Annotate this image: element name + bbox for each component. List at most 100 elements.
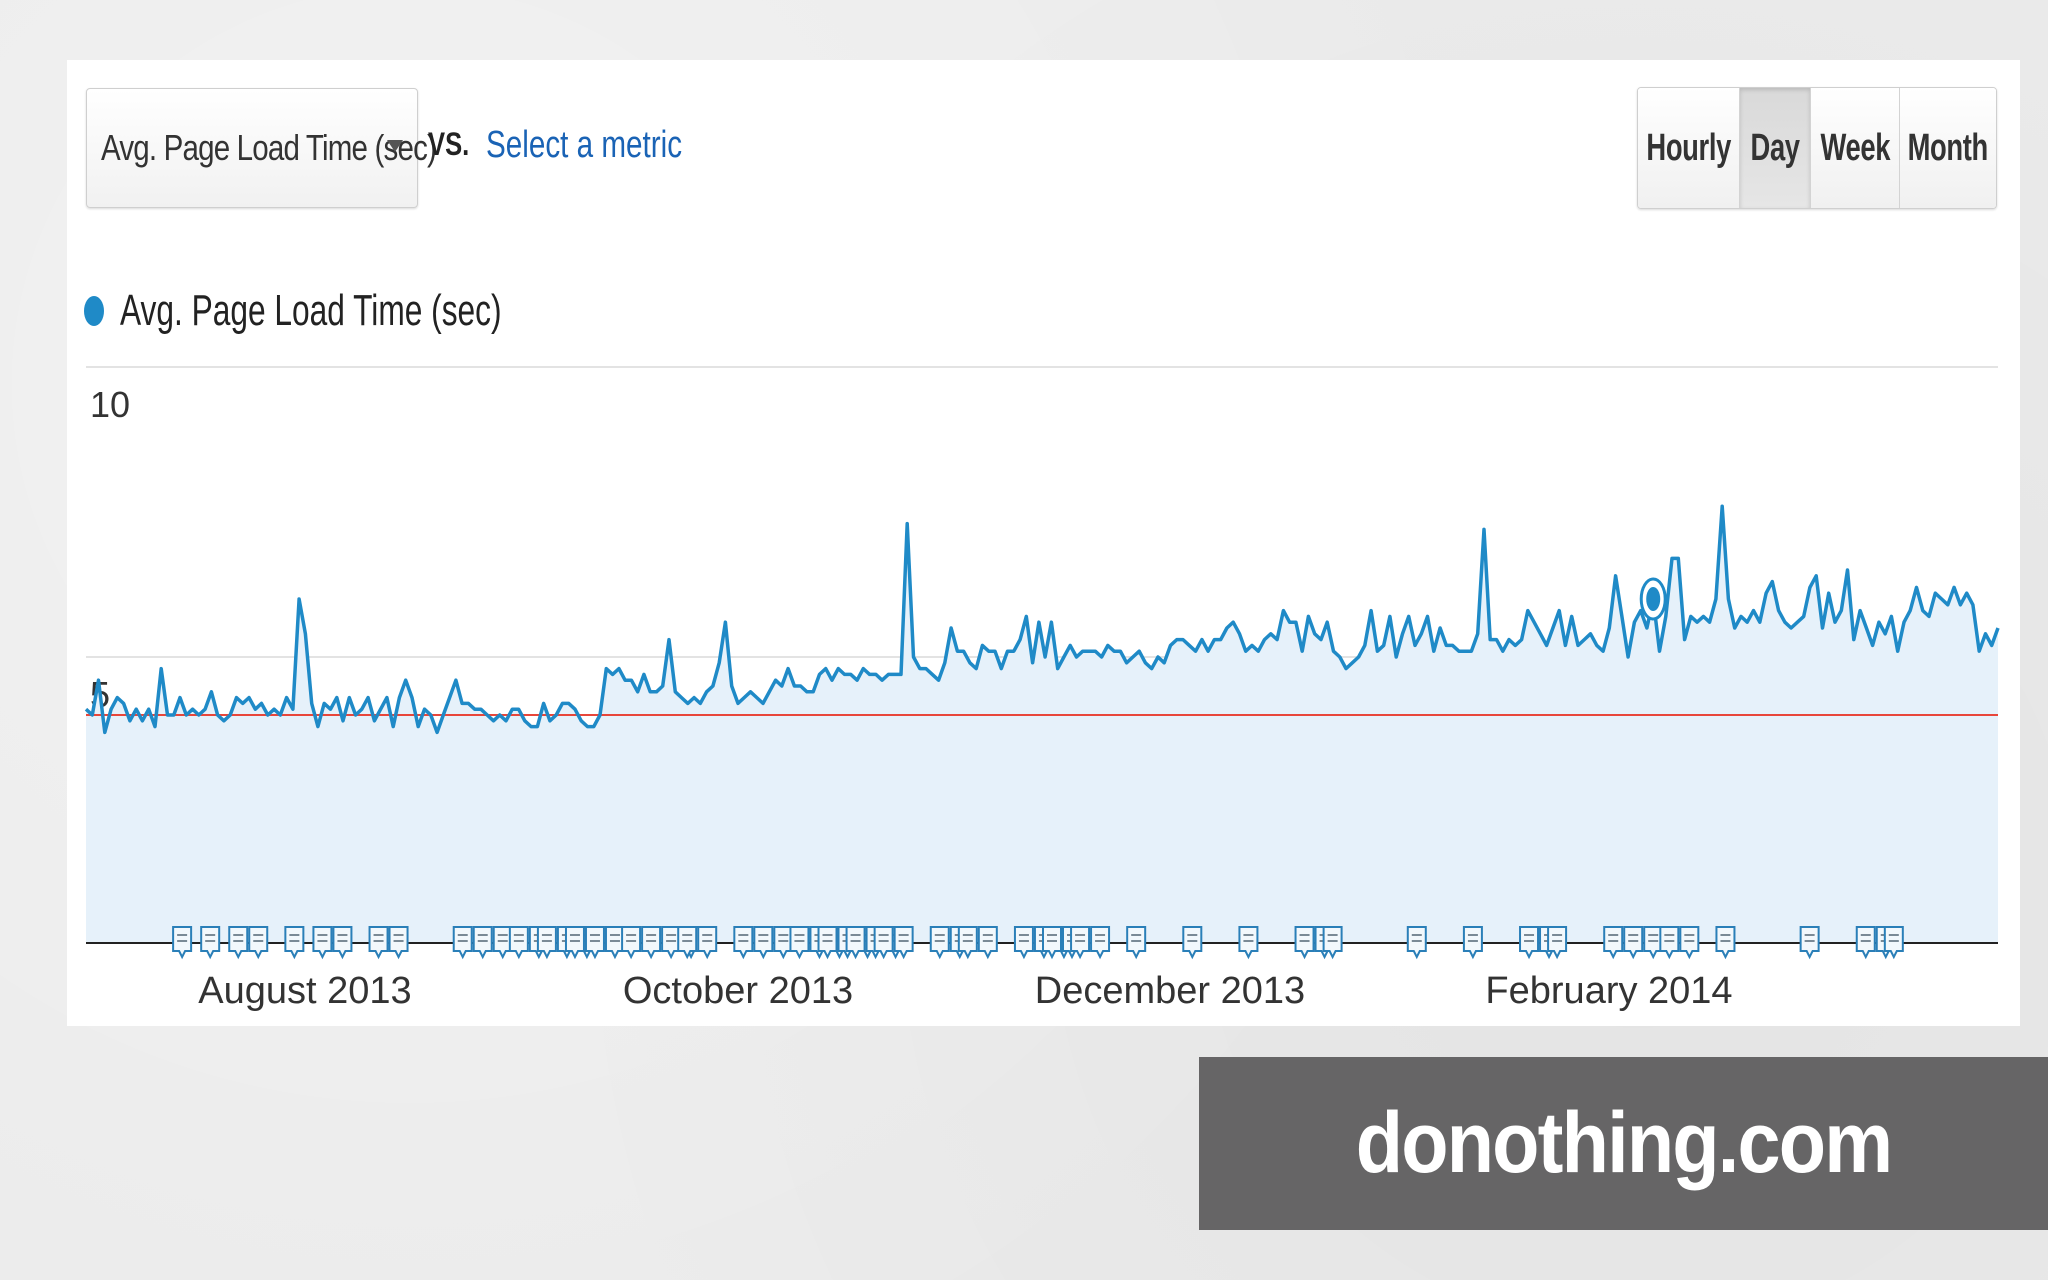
data-point[interactable] <box>1431 648 1437 654</box>
data-point[interactable] <box>1588 631 1594 637</box>
data-point[interactable] <box>1312 631 1318 637</box>
data-point[interactable] <box>1186 642 1192 648</box>
annotation-marker[interactable] <box>733 926 794 960</box>
data-point[interactable] <box>1888 613 1894 619</box>
data-point[interactable] <box>1425 613 1431 619</box>
data-point[interactable] <box>1224 625 1230 631</box>
data-point[interactable] <box>923 666 929 672</box>
annotation-marker[interactable] <box>200 926 221 960</box>
data-point[interactable] <box>1870 642 1876 648</box>
data-point[interactable] <box>1036 619 1042 625</box>
data-point[interactable] <box>1732 625 1738 631</box>
data-point[interactable] <box>541 700 547 706</box>
data-point[interactable] <box>472 706 478 712</box>
data-point[interactable] <box>628 677 634 683</box>
data-point[interactable] <box>1249 642 1255 648</box>
data-point[interactable] <box>1111 648 1117 654</box>
data-point[interactable] <box>396 695 402 701</box>
data-point[interactable] <box>1945 602 1951 608</box>
data-point[interactable] <box>1299 648 1305 654</box>
data-point[interactable] <box>491 718 497 724</box>
annotation-marker[interactable] <box>312 926 353 960</box>
data-point[interactable] <box>478 706 484 712</box>
data-point[interactable] <box>428 712 434 718</box>
data-point[interactable] <box>1230 619 1236 625</box>
data-point[interactable] <box>1663 613 1669 619</box>
data-point[interactable] <box>666 637 672 643</box>
data-point[interactable] <box>1631 619 1637 625</box>
data-point[interactable] <box>240 700 246 706</box>
data-point[interactable] <box>1694 619 1700 625</box>
data-point[interactable] <box>660 683 666 689</box>
data-point[interactable] <box>1794 619 1800 625</box>
data-point[interactable] <box>1262 637 1268 643</box>
annotation-marker[interactable] <box>172 926 193 960</box>
data-point[interactable] <box>1400 631 1406 637</box>
data-point[interactable] <box>403 677 409 683</box>
data-point[interactable] <box>1412 642 1418 648</box>
data-point[interactable] <box>1017 637 1023 643</box>
annotation-marker[interactable] <box>873 926 914 960</box>
data-point[interactable] <box>1995 625 2001 631</box>
data-point[interactable] <box>359 706 365 712</box>
data-point[interactable] <box>979 642 985 648</box>
data-point[interactable] <box>641 671 647 677</box>
annotation-marker[interactable] <box>957 926 998 960</box>
data-point[interactable] <box>829 677 835 683</box>
data-point[interactable] <box>1318 637 1324 643</box>
data-point[interactable] <box>202 706 208 712</box>
data-point[interactable] <box>679 695 685 701</box>
data-point[interactable] <box>823 666 829 672</box>
data-point[interactable] <box>904 521 910 527</box>
data-point[interactable] <box>440 712 446 718</box>
granularity-day-button[interactable]: Day <box>1740 88 1811 208</box>
data-point[interactable] <box>1475 631 1481 637</box>
data-point[interactable] <box>1675 555 1681 561</box>
annotation-marker[interactable] <box>1799 926 1820 960</box>
data-point[interactable] <box>998 666 1004 672</box>
data-point[interactable] <box>1462 648 1468 654</box>
data-point[interactable] <box>83 706 89 712</box>
data-point[interactable] <box>497 712 503 718</box>
data-point[interactable] <box>1305 613 1311 619</box>
data-point[interactable] <box>127 718 133 724</box>
data-point[interactable] <box>791 683 797 689</box>
data-point[interactable] <box>810 689 816 695</box>
data-point[interactable] <box>165 712 171 718</box>
data-point[interactable] <box>1606 625 1612 631</box>
data-point[interactable] <box>1105 642 1111 648</box>
data-point[interactable] <box>346 695 352 701</box>
data-point[interactable] <box>183 712 189 718</box>
data-point[interactable] <box>798 683 804 689</box>
data-point[interactable] <box>986 648 992 654</box>
data-point[interactable] <box>647 689 653 695</box>
data-point[interactable] <box>1820 625 1826 631</box>
data-point[interactable] <box>284 695 290 701</box>
data-point[interactable] <box>259 700 265 706</box>
data-point[interactable] <box>522 718 528 724</box>
data-point[interactable] <box>353 712 359 718</box>
data-point[interactable] <box>1920 608 1926 614</box>
data-point[interactable] <box>603 666 609 672</box>
data-point[interactable] <box>1556 608 1562 614</box>
data-point[interactable] <box>1343 666 1349 672</box>
data-point[interactable] <box>892 671 898 677</box>
data-point[interactable] <box>290 706 296 712</box>
data-point[interactable] <box>503 718 509 724</box>
data-point[interactable] <box>867 671 873 677</box>
data-point[interactable] <box>1600 648 1606 654</box>
data-point[interactable] <box>1136 648 1142 654</box>
data-point[interactable] <box>1243 648 1249 654</box>
data-point[interactable] <box>265 712 271 718</box>
data-point[interactable] <box>973 666 979 672</box>
data-point[interactable] <box>89 712 95 718</box>
data-point[interactable] <box>121 700 127 706</box>
data-point[interactable] <box>1550 625 1556 631</box>
data-point[interactable] <box>1769 579 1775 585</box>
data-point[interactable] <box>422 706 428 712</box>
data-point[interactable] <box>1048 619 1054 625</box>
data-point[interactable] <box>227 712 233 718</box>
data-point[interactable] <box>1092 648 1098 654</box>
data-point[interactable] <box>741 695 747 701</box>
data-point[interactable] <box>516 706 522 712</box>
